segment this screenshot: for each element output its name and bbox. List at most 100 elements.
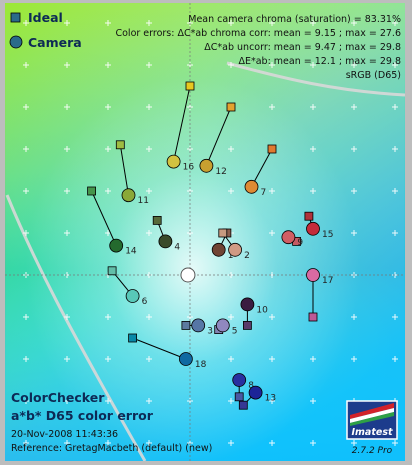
logo-flag-red: [350, 403, 394, 419]
grid-cross: [64, 20, 70, 26]
grid-cross: [351, 104, 357, 110]
grid-cross: [310, 62, 316, 68]
grid-cross: [146, 314, 152, 320]
chart-title-line1: ColorChecker: [11, 390, 105, 405]
grid-cross: [392, 440, 398, 446]
grid-cross: [392, 146, 398, 152]
reference-text: Reference: GretagMacbeth (default) (new): [11, 443, 212, 454]
grid-cross: [105, 20, 111, 26]
camera-point-8: [232, 373, 247, 387]
grid-cross: [269, 314, 275, 320]
grid-cross: [23, 20, 29, 26]
ideal-point-3: [181, 320, 191, 330]
grid-cross: [228, 146, 234, 152]
patch-label-11: 11: [138, 196, 149, 206]
ideal-point-10: [242, 320, 252, 330]
gamut-boundary-top: [226, 61, 405, 97]
grid-cross: [23, 314, 29, 320]
grid-cross: [269, 230, 275, 236]
grid-cross: [228, 356, 234, 362]
grid-cross: [269, 398, 275, 404]
error-line-16: [173, 85, 191, 162]
patch-label-9: 9: [297, 238, 303, 248]
grid-cross: [228, 20, 234, 26]
grid-cross: [64, 440, 70, 446]
legend-ideal-marker: [10, 12, 21, 23]
grid-cross: [64, 314, 70, 320]
patch-label-16: 16: [183, 163, 195, 173]
ideal-point-16: [185, 81, 195, 91]
patch-label-1: 1: [228, 251, 234, 261]
camera-point-2: [228, 242, 243, 257]
grid-cross: [105, 146, 111, 152]
grid-cross: [146, 230, 152, 236]
patch-label-12: 12: [215, 167, 226, 177]
grid-cross: [269, 356, 275, 362]
camera-point-16: [166, 154, 181, 169]
neutral-point: [180, 267, 196, 283]
error-line-7: [251, 148, 273, 188]
patch-label-15: 15: [322, 230, 333, 240]
camera-point-12: [199, 158, 214, 173]
ideal-point-11: [115, 140, 125, 150]
grid-cross: [23, 188, 29, 194]
grid-cross: [269, 20, 275, 26]
camera-point-4: [158, 234, 173, 249]
grid-cross: [269, 440, 275, 446]
stats-uncorr: ΔC*ab uncorr: mean = 9.47 ; max = 29.8: [204, 42, 401, 53]
patch-label-8: 8: [248, 381, 254, 391]
grid-cross: [310, 20, 316, 26]
grid-cross: [105, 356, 111, 362]
grid-cross: [64, 398, 70, 404]
grid-cross: [23, 62, 29, 68]
grid-cross: [105, 188, 111, 194]
grid-cross: [310, 188, 316, 194]
patch-label-5: 5: [232, 326, 238, 336]
error-line-11: [119, 144, 129, 196]
grid-cross: [64, 62, 70, 68]
patch-label-7: 7: [261, 188, 267, 198]
grid-cross: [228, 188, 234, 194]
ideal-point-18: [128, 333, 137, 343]
ideal-point-17: [308, 312, 318, 322]
ideal-point-4: [152, 215, 162, 225]
ideal-point-2: [218, 228, 228, 238]
camera-point-14: [109, 238, 124, 253]
camera-point-15: [306, 221, 320, 236]
grid-cross: [105, 62, 111, 68]
grid-cross: [146, 62, 152, 68]
grid-cross: [146, 104, 152, 110]
grid-cross: [105, 398, 111, 404]
grid-cross: [64, 356, 70, 362]
grid-cross: [228, 398, 234, 404]
grid-cross: [23, 104, 29, 110]
patch-label-3: 3: [207, 326, 213, 336]
logo-flag-white: [350, 408, 394, 423]
grid-cross: [351, 188, 357, 194]
gamut-boundary-left: [5, 194, 147, 461]
patch-label-14: 14: [125, 247, 137, 257]
stats-colorspace: sRGB (D65): [346, 70, 401, 81]
grid-cross: [351, 356, 357, 362]
error-line-18: [132, 337, 187, 360]
stats-delta-e: ΔE*ab: mean = 12.1 ; max = 29.8: [238, 56, 401, 67]
camera-point-17: [306, 268, 320, 282]
grid-cross: [310, 440, 316, 446]
grid-cross: [146, 398, 152, 404]
camera-point-6: [125, 289, 140, 303]
error-line-14: [91, 190, 117, 246]
ideal-point-15: [304, 211, 314, 221]
camera-point-18: [178, 352, 193, 366]
camera-point-3: [191, 318, 206, 333]
grid-cross: [269, 188, 275, 194]
plot-background-center-glow: [5, 3, 405, 461]
grid-cross: [23, 440, 29, 446]
grid-cross: [310, 398, 316, 404]
grid-cross: [105, 314, 111, 320]
logo-flag-green: [350, 412, 394, 426]
camera-point-9: [281, 230, 296, 245]
logo-text: Imatest: [351, 427, 392, 438]
stats-chroma: Mean camera chroma (saturation) = 83.31%: [188, 14, 401, 25]
